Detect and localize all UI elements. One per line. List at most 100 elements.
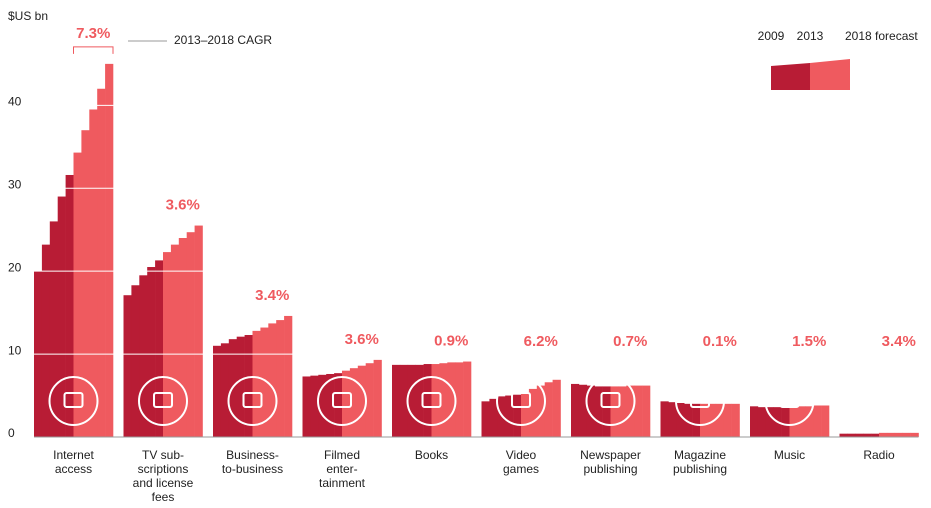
bar [676,403,685,437]
x-tick-label: Magazine publishing [673,448,727,476]
x-tick-label-line: access [55,462,92,476]
cagr-label: 0.1% [703,333,737,350]
bar [392,364,401,437]
x-tick-label-line: to-business [222,462,283,476]
y-axis-label: $US bn [8,9,48,23]
icon [585,376,636,426]
bar [310,375,319,437]
x-tick-label: Music [774,448,805,462]
icon [496,376,546,426]
x-tick-label-line: Music [774,448,805,462]
x-tick-label-line: Books [415,448,448,462]
bar [789,407,798,437]
bar [839,433,848,437]
x-tick-label-line: Business- [226,448,279,462]
bar [586,385,595,437]
bar [49,221,58,437]
bar [602,386,611,437]
bar [284,315,293,437]
x-tick-label-line: Magazine [674,448,726,462]
bar [757,407,767,437]
x-tick-label-line: Internet [53,448,94,462]
bar [765,407,774,437]
bar [805,406,814,437]
x-tick-label: Filmed enter-tainment [319,448,366,490]
x-tick-label-line: Radio [863,448,895,462]
bar [97,88,106,437]
bar [528,388,538,437]
bar [723,403,732,437]
cagr-label: 3.4% [882,333,916,350]
legend-label: 2009 [758,29,785,43]
legend-label: 2018 forecast [845,29,918,43]
bar [439,363,448,437]
bar [863,433,872,437]
bar [552,379,561,437]
bar [610,386,619,437]
cagr-label: 0.7% [613,333,647,350]
x-tick-label-line: TV sub- [142,448,184,462]
bar [41,244,51,437]
cagr-label: 0.9% [434,333,468,350]
bar [260,327,269,437]
y-tick-label: 10 [8,343,22,357]
bar [252,330,261,437]
icon [317,376,367,426]
bar [89,109,98,438]
x-tick-label: TV sub-scriptions and license fees [133,448,194,504]
y-tick-label: 40 [8,95,22,109]
bar [855,433,864,437]
bar [902,432,911,437]
x-tick-label-line: publishing [673,462,727,476]
bar [415,364,424,437]
cagr-label: 1.5% [792,333,826,350]
bar [660,401,669,437]
x-tick-label-line: Filmed [324,448,360,462]
bar [715,403,724,437]
x-tick-label: Video games [503,448,539,476]
icon-glyph [242,392,263,408]
legend-label: 2013 [797,29,824,43]
bar [571,383,580,437]
bar [81,130,90,438]
cagr-label: 3.6% [166,197,200,214]
icon [764,376,815,426]
bar [750,406,759,437]
bar [65,174,74,437]
bar [163,252,172,437]
bar [123,295,132,437]
bar [513,394,522,437]
bar [268,323,277,437]
bar [594,386,603,437]
bar [497,396,506,437]
icon-glyph [511,392,531,408]
bar [871,433,880,437]
bar [186,232,195,437]
bar [194,225,203,437]
bar [276,320,285,437]
x-tick-label-line: Video [506,448,537,462]
bar [692,403,701,437]
legend-swatch [771,63,810,90]
bar [334,373,343,437]
x-tick-label-line: Newspaper [580,448,641,462]
icon [48,376,99,426]
bar [894,432,903,437]
bar [318,374,327,437]
bar [399,364,409,437]
bar [373,359,382,437]
bar [821,405,830,437]
icon-glyph [779,392,800,408]
bar [626,385,635,437]
x-tick-label: Newspaper publishing [580,448,641,476]
bar [463,361,472,437]
x-tick-label: Internet access [53,448,94,476]
bar [326,373,335,437]
bar [220,343,230,437]
bar [700,403,709,437]
icon-glyph [600,392,621,408]
x-tick-label-line: tainment [319,476,366,490]
icon-glyph [421,392,442,408]
bar [178,238,187,437]
icon-glyph [153,392,173,408]
